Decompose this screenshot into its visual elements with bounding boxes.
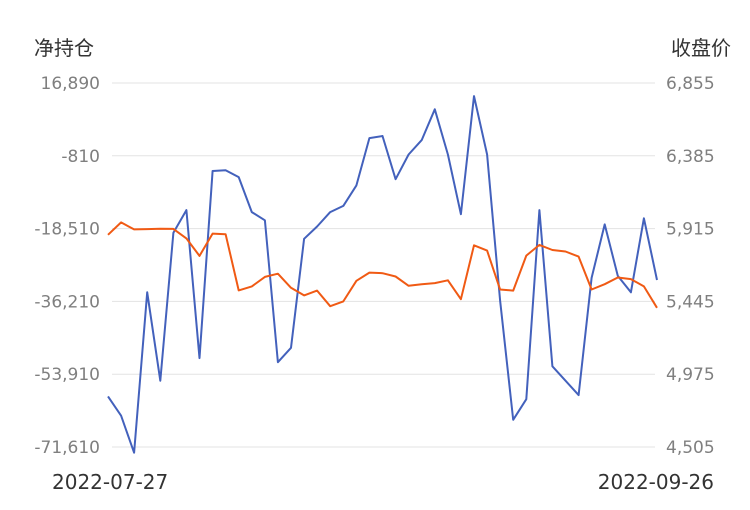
right-tick-label: 5,915 [666,220,715,240]
right-axis-ticks: 6,855 6,385 5,915 5,445 4,975 4,505 [666,74,715,458]
right-axis-title: 收盘价 [671,36,731,60]
right-tick-label: 6,855 [666,74,715,94]
series-lines [107,95,658,454]
left-axis-title: 净持仓 [34,36,94,60]
left-tick-label: 16,890 [41,74,100,94]
left-tick-label: -18,510 [34,220,100,240]
left-tick-label: -71,610 [34,438,100,458]
right-tick-label: 4,975 [666,365,715,385]
right-tick-label: 4,505 [666,438,715,458]
left-tick-label: -53,910 [34,365,100,385]
series-line-close-price [107,221,658,309]
right-tick-label: 6,385 [666,147,715,167]
right-tick-label: 5,445 [666,292,715,312]
x-start-label: 2022-07-27 [52,470,168,494]
left-tick-label: -36,210 [34,292,100,312]
x-end-label: 2022-09-26 [598,470,714,494]
series-line-net-position [107,95,658,454]
left-tick-label: -810 [61,147,100,167]
left-axis-ticks: 16,890 -810 -18,510 -36,210 -53,910 -71,610 [34,74,100,458]
